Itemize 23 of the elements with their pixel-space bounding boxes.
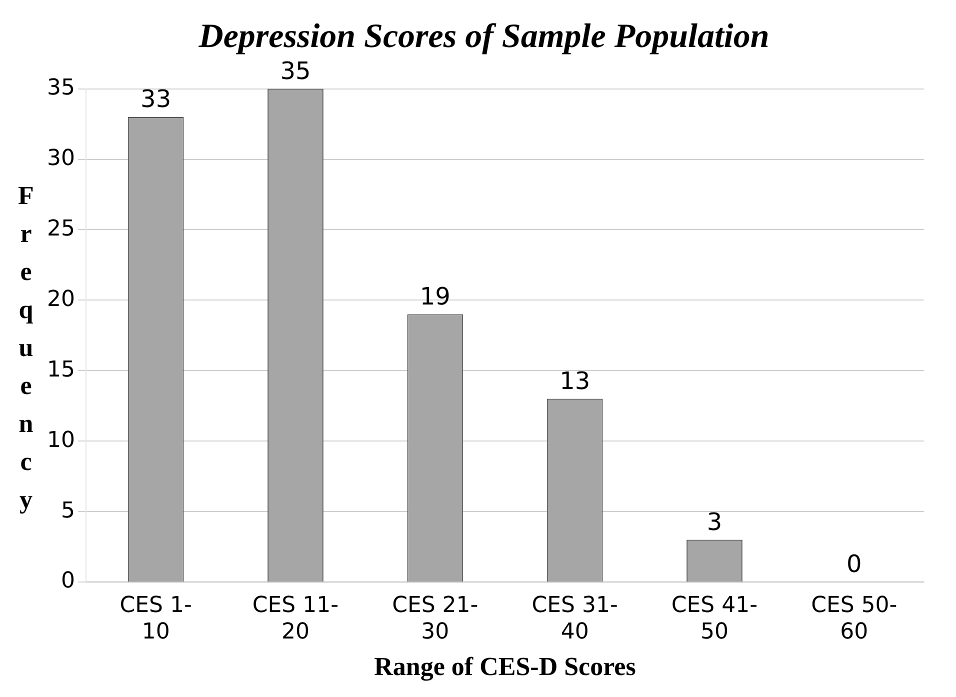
x-tick-label: CES 1-10 bbox=[120, 592, 192, 644]
x-tick-label: CES 31-40 bbox=[532, 592, 618, 644]
x-tick-label: CES 11-20 bbox=[252, 592, 339, 644]
data-label: 19 bbox=[420, 282, 450, 310]
data-label: 0 bbox=[846, 550, 862, 578]
y-tick-label: 10 bbox=[46, 428, 75, 453]
x-tick-label: CES 50-60 bbox=[811, 592, 898, 644]
y-tick-label: 35 bbox=[46, 76, 75, 101]
x-tick-label: CES 41-50 bbox=[671, 592, 758, 644]
chart-title: Depression Scores of Sample Population bbox=[198, 18, 770, 56]
data-label: 13 bbox=[560, 367, 590, 396]
y-tick-label: 30 bbox=[46, 146, 75, 171]
y-tick-label: 20 bbox=[46, 286, 75, 312]
text: Frequency bbox=[18, 181, 34, 514]
data-label: 33 bbox=[140, 85, 172, 114]
y-tick-label: 5 bbox=[60, 498, 75, 524]
y-tick-label: 15 bbox=[46, 357, 75, 382]
x-tick-label: CES 21-30 bbox=[392, 592, 478, 644]
data-label: 3 bbox=[706, 508, 722, 536]
x-axis-title: Range of CES-D Scores bbox=[374, 652, 636, 682]
y-tick-label: 25 bbox=[46, 216, 75, 242]
y-tick-label: 0 bbox=[60, 568, 75, 594]
data-label: 35 bbox=[280, 57, 311, 86]
